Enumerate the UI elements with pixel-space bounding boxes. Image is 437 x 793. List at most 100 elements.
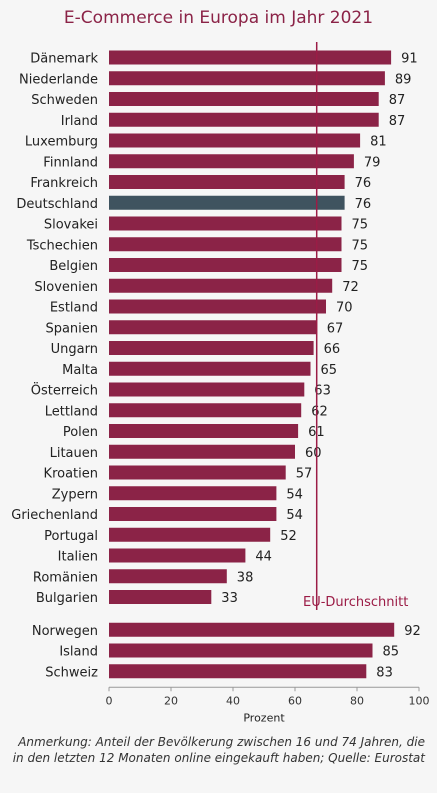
bar [109,92,379,106]
bar [109,50,392,65]
data-label: 87 [389,93,406,108]
chart-annotation: Anmerkung: Anteil der Bevölkerung zwisch… [12,735,425,765]
category-label: Malta [62,363,98,378]
category-label: Deutschland [16,197,98,212]
bar [109,278,333,293]
bar [109,258,342,272]
data-label: 60 [305,446,322,461]
data-label: 70 [336,301,353,316]
bar [109,361,311,376]
bar [109,112,379,127]
x-tick-label: 100 [409,694,430,707]
category-label: Kroatien [44,467,98,482]
category-label: Island [59,645,98,660]
chart-title: E-Commerce in Europa im Jahr 2021 [63,8,374,28]
bar [109,590,212,604]
data-label: 83 [376,665,393,680]
data-label: 72 [342,280,359,295]
data-label: 57 [296,467,313,482]
category-label: Österreich [31,382,98,399]
category-label: Bulgarien [36,591,98,606]
x-axis-title: Prozent [243,711,285,724]
category-label: Portugal [44,529,98,544]
category-label: Slovenien [34,280,98,295]
x-tick-label: 0 [106,694,113,707]
category-label: Schweiz [45,665,98,680]
category-label: Tschechien [26,238,98,253]
category-label: Italien [58,550,98,565]
bar [109,216,342,231]
data-label: 75 [352,238,369,253]
category-label: Schweden [31,93,98,108]
data-label: 91 [401,52,418,67]
data-label: 44 [255,550,272,565]
category-label: Estland [50,301,98,316]
category-label: Niederlande [19,72,98,87]
bar [109,341,314,355]
bar [109,527,271,542]
bar [109,424,299,438]
category-label: Finnland [43,155,98,170]
data-label: 63 [314,384,331,399]
category-label: Spanien [45,321,98,336]
bar [109,444,295,459]
category-label: Belgien [49,259,98,274]
data-label: 87 [389,114,406,129]
bar [109,133,361,148]
category-label: Slovakei [44,218,98,233]
data-label: 85 [383,645,400,660]
data-label: 38 [237,570,254,585]
x-tick-label: 60 [288,694,302,707]
category-label: Romänien [33,570,98,585]
category-label: Ungarn [51,342,98,357]
x-tick-label: 40 [226,694,240,707]
bar [109,486,277,501]
data-label: 76 [355,176,372,191]
bar [109,569,227,584]
data-label: 75 [352,259,369,274]
category-label: Frankreich [30,176,98,191]
bar [109,403,302,418]
bar [109,299,326,314]
data-label: 67 [327,321,344,336]
x-tick-label: 20 [164,694,178,707]
bar [109,465,286,480]
data-label: 81 [370,135,387,150]
reference-line-label: EU-Durchschnitt [303,595,408,610]
bar [109,548,246,563]
data-label: 89 [395,72,412,87]
data-label: 54 [286,487,303,502]
bar [109,195,345,210]
data-label: 52 [280,529,297,544]
category-label: Luxemburg [25,135,98,150]
data-label: 76 [355,197,372,212]
bar [109,664,367,679]
category-label: Polen [63,425,98,440]
category-label: Lettland [45,404,98,419]
x-tick-label: 80 [350,694,364,707]
bar [109,175,345,189]
category-label: Griechenland [11,508,98,523]
category-label: Irland [61,114,98,129]
data-label: 65 [321,363,338,378]
data-label: 92 [404,624,421,639]
bar [109,71,385,86]
bar [109,622,395,637]
bar [109,643,373,658]
data-label: 54 [286,508,303,523]
data-label: 75 [352,218,369,233]
data-label: 66 [324,342,341,357]
data-label: 79 [364,155,381,170]
category-label: Litauen [50,446,98,461]
bar [109,237,342,252]
bar [109,382,305,397]
category-label: Norwegen [32,624,98,639]
data-label: 33 [221,591,238,606]
bar [109,507,277,521]
bar [109,154,354,169]
data-label: 62 [311,404,328,419]
category-label: Dänemark [30,52,98,67]
bar [109,320,317,335]
